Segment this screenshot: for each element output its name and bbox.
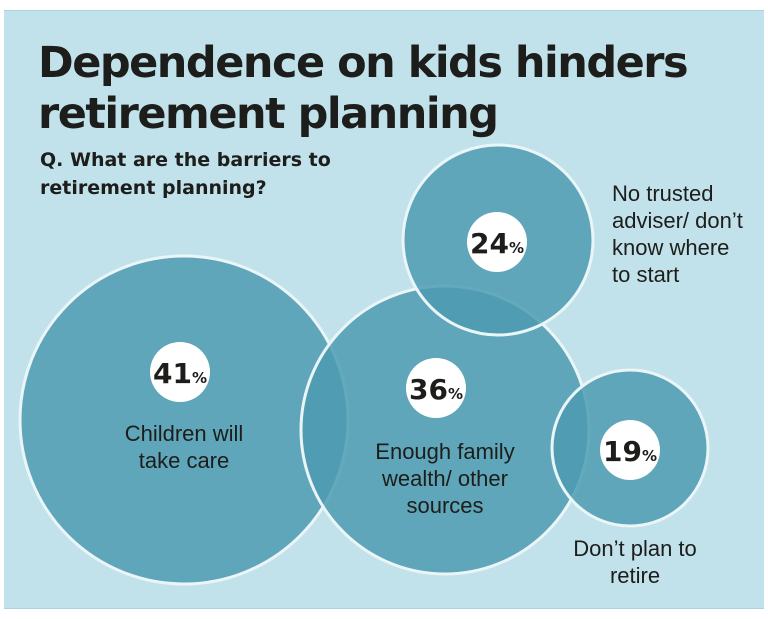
category-label-no-adviser: No trusted adviser/ don’t know where to … [612, 181, 743, 287]
bubble-family-wealth [299, 284, 591, 576]
value-badge-no-adviser [467, 212, 527, 272]
value-label-children: 41% [153, 357, 207, 390]
value-label-family-wealth: 36% [409, 373, 463, 406]
value-badge-family-wealth [406, 358, 466, 418]
category-label-dont-retire: Don’t plan to retire [573, 536, 697, 588]
category-label-children: Children will take care [124, 421, 244, 473]
chart-question: Q. What are the barriers to retirement p… [40, 149, 331, 199]
value-label-no-adviser: 24% [470, 227, 524, 260]
value-badge-dont-retire [600, 420, 660, 480]
badge-layer: 41% 36% 24% 19% [150, 212, 660, 480]
chart-title: Dependence on kids hinders retirement pl… [38, 38, 689, 139]
value-label-dont-retire: 19% [603, 435, 657, 468]
category-label-family-wealth: Enough family wealth/ other sources [375, 439, 515, 518]
value-badge-children [150, 342, 210, 402]
